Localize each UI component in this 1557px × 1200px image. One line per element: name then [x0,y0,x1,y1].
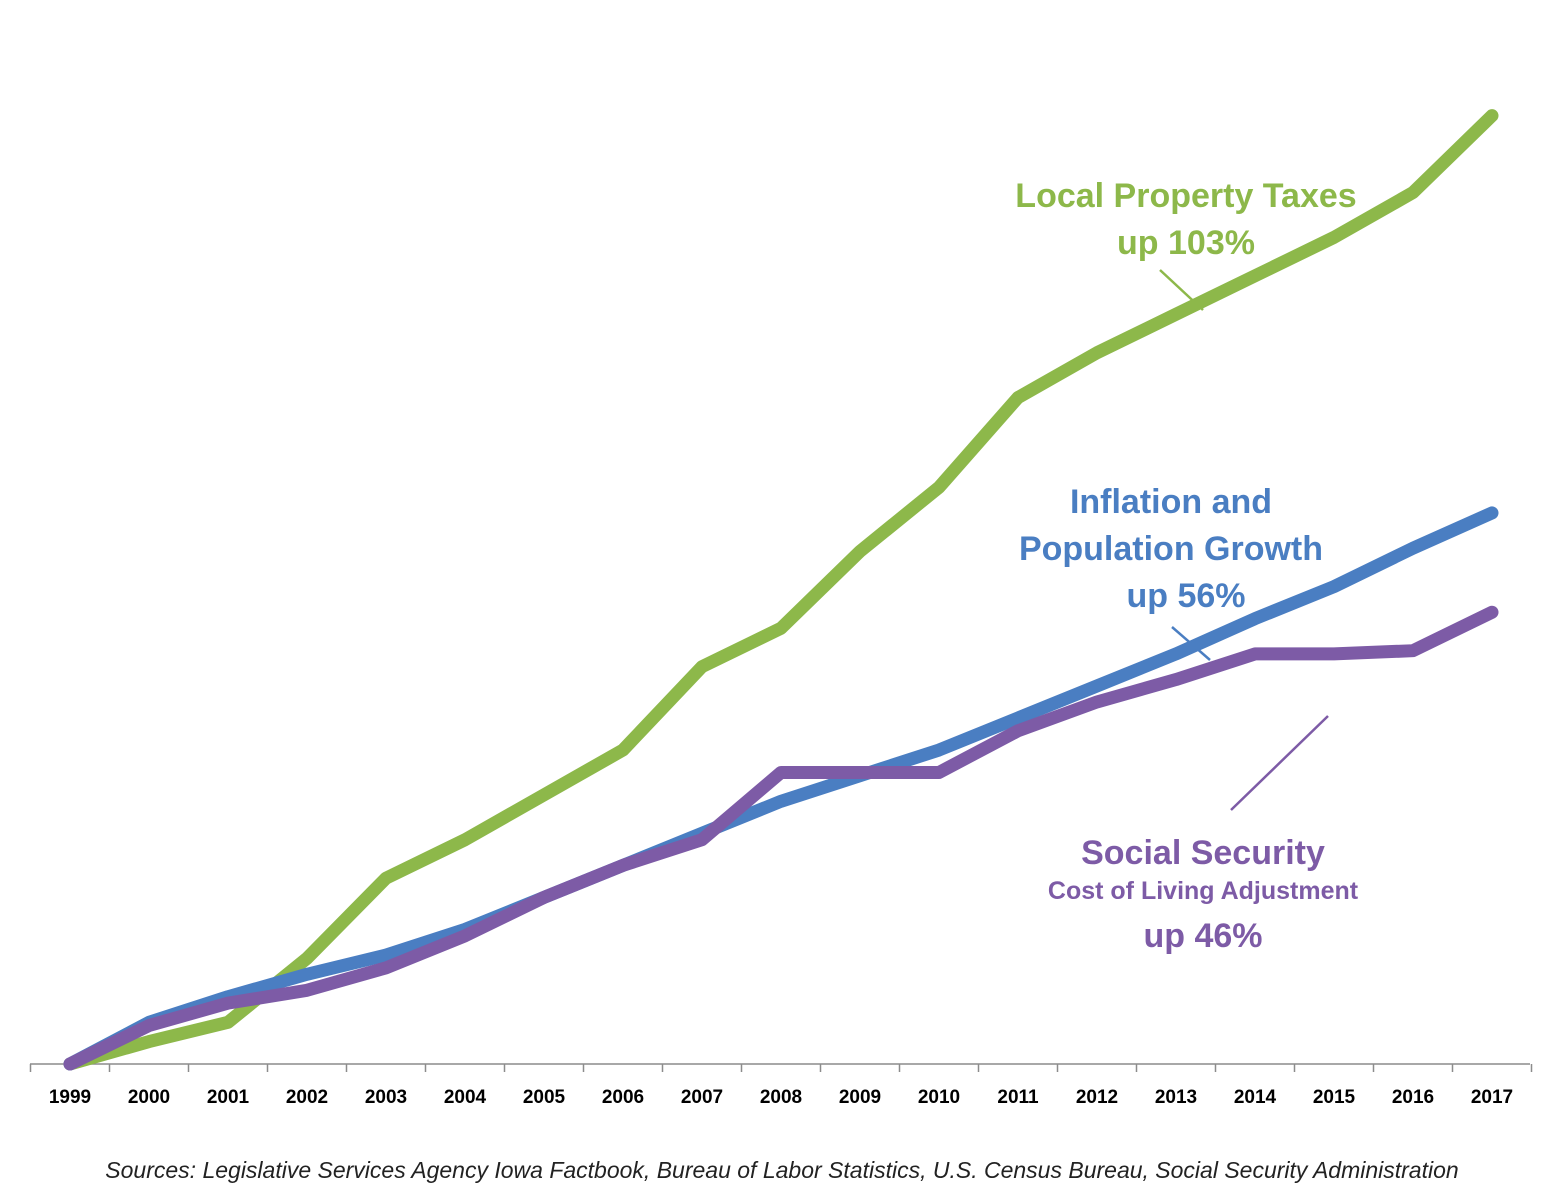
x-axis-tick-labels: 1999 2000 2001 2002 2003 2004 2005 2006 2007 2008… [49,1087,1513,1108]
annotation-inflation-line-1: Inflation and [1070,483,1272,521]
annotation-property-taxes-line-2: up 103% [1117,224,1255,262]
annotation-inflation-line-3: up 56% [1126,577,1245,615]
x-tick-label-2003: 2003 [365,1087,407,1108]
x-tick-label-2014: 2014 [1234,1087,1277,1108]
annotation-property-taxes-leader [1159,269,1204,311]
annotation-social-security-line-2: Cost of Living Adjustment [1048,877,1359,905]
series-line-inflation_population [63,506,1499,1071]
annotation-social-security: Social Security Cost of Living Adjustmen… [1048,715,1359,955]
x-tick-label-2004: 2004 [444,1087,487,1108]
x-tick-label-2007: 2007 [681,1087,723,1108]
annotation-social-security-line-1: Social Security [1081,834,1325,872]
annotation-social-security-line-3: up 46% [1143,917,1262,955]
x-tick-label-2012: 2012 [1076,1087,1118,1108]
x-tick-label-2017: 2017 [1471,1087,1513,1108]
annotation-inflation-population: Inflation and Population Growth up 56% [1019,483,1323,661]
x-tick-label-1999: 1999 [49,1087,91,1108]
x-tick-label-2006: 2006 [602,1087,644,1108]
annotation-property-taxes-line-1: Local Property Taxes [1015,177,1356,215]
annotation-inflation-line-2: Population Growth [1019,530,1323,568]
annotation-inflation-leader [1171,626,1211,661]
x-tick-label-2013: 2013 [1155,1087,1197,1108]
x-tick-label-2011: 2011 [997,1087,1039,1108]
x-tick-label-2001: 2001 [207,1087,250,1108]
x-tick-label-2000: 2000 [128,1087,170,1108]
x-tick-label-2008: 2008 [760,1087,802,1108]
x-tick-label-2002: 2002 [286,1087,328,1108]
source-note: Sources: Legislative Services Agency Iow… [105,1157,1458,1183]
x-tick-label-2010: 2010 [918,1087,960,1108]
series-line-property_taxes [63,109,1499,1071]
x-axis-ticks [29,1064,1533,1072]
x-tick-label-2015: 2015 [1313,1087,1356,1108]
series-line-social_security [63,605,1499,1071]
series-lines [63,109,1499,1071]
annotation-social-security-leader [1230,715,1329,811]
x-tick-label-2016: 2016 [1392,1087,1434,1108]
x-tick-label-2005: 2005 [523,1087,566,1108]
x-tick-label-2009: 2009 [839,1087,881,1108]
annotation-property-taxes: Local Property Taxes up 103% [1015,177,1357,311]
